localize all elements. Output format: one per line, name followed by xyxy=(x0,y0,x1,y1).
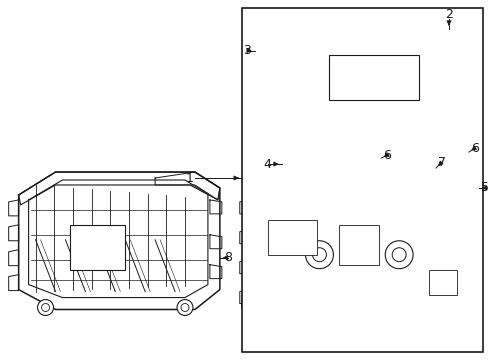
Text: 6: 6 xyxy=(383,149,390,162)
Polygon shape xyxy=(209,235,222,249)
Polygon shape xyxy=(255,186,464,306)
Circle shape xyxy=(305,241,333,269)
Polygon shape xyxy=(470,200,478,212)
Polygon shape xyxy=(295,200,303,208)
Text: 3: 3 xyxy=(243,44,250,57)
Polygon shape xyxy=(271,200,279,208)
Polygon shape xyxy=(470,240,478,252)
Polygon shape xyxy=(19,172,220,310)
Circle shape xyxy=(181,303,188,311)
Text: 1: 1 xyxy=(185,171,194,185)
Polygon shape xyxy=(398,164,436,191)
Polygon shape xyxy=(239,200,247,214)
Polygon shape xyxy=(329,138,384,183)
Text: 6: 6 xyxy=(470,141,478,155)
Polygon shape xyxy=(319,190,327,198)
Polygon shape xyxy=(28,180,207,298)
Bar xyxy=(329,55,418,100)
Polygon shape xyxy=(9,200,19,216)
Polygon shape xyxy=(283,200,291,208)
Polygon shape xyxy=(283,190,291,198)
Polygon shape xyxy=(331,200,339,208)
Bar xyxy=(241,8,482,352)
Polygon shape xyxy=(19,172,220,205)
Bar xyxy=(339,225,379,265)
Text: 4: 4 xyxy=(263,158,271,171)
Polygon shape xyxy=(251,180,470,311)
Polygon shape xyxy=(329,138,384,155)
Polygon shape xyxy=(155,172,220,200)
Polygon shape xyxy=(239,230,247,244)
Polygon shape xyxy=(9,250,19,266)
Text: 7: 7 xyxy=(437,156,445,168)
Polygon shape xyxy=(241,168,478,318)
Polygon shape xyxy=(426,144,468,178)
Polygon shape xyxy=(251,19,341,80)
Polygon shape xyxy=(261,77,274,87)
Text: 8: 8 xyxy=(224,251,231,264)
Polygon shape xyxy=(261,105,274,115)
Polygon shape xyxy=(453,101,466,111)
Bar xyxy=(267,220,317,255)
Polygon shape xyxy=(209,200,222,214)
Text: 5: 5 xyxy=(480,181,488,194)
Circle shape xyxy=(177,300,193,315)
Circle shape xyxy=(391,248,406,262)
Polygon shape xyxy=(271,190,279,198)
Polygon shape xyxy=(319,200,327,208)
Bar xyxy=(70,225,125,270)
Polygon shape xyxy=(446,170,480,200)
Polygon shape xyxy=(267,100,458,150)
Polygon shape xyxy=(9,225,19,241)
Polygon shape xyxy=(307,200,315,208)
Polygon shape xyxy=(239,260,247,274)
Circle shape xyxy=(385,241,412,269)
Circle shape xyxy=(41,303,49,311)
Polygon shape xyxy=(247,168,478,200)
Circle shape xyxy=(38,300,53,315)
Polygon shape xyxy=(239,289,247,303)
Polygon shape xyxy=(470,280,478,292)
Polygon shape xyxy=(453,121,466,131)
Polygon shape xyxy=(295,190,303,198)
Polygon shape xyxy=(209,265,222,279)
Polygon shape xyxy=(279,150,319,178)
Text: 2: 2 xyxy=(444,8,452,21)
Bar xyxy=(428,270,456,294)
Polygon shape xyxy=(453,71,466,81)
Polygon shape xyxy=(307,190,315,198)
Circle shape xyxy=(312,248,326,262)
Polygon shape xyxy=(267,23,458,115)
Polygon shape xyxy=(331,190,339,198)
Polygon shape xyxy=(9,275,19,291)
